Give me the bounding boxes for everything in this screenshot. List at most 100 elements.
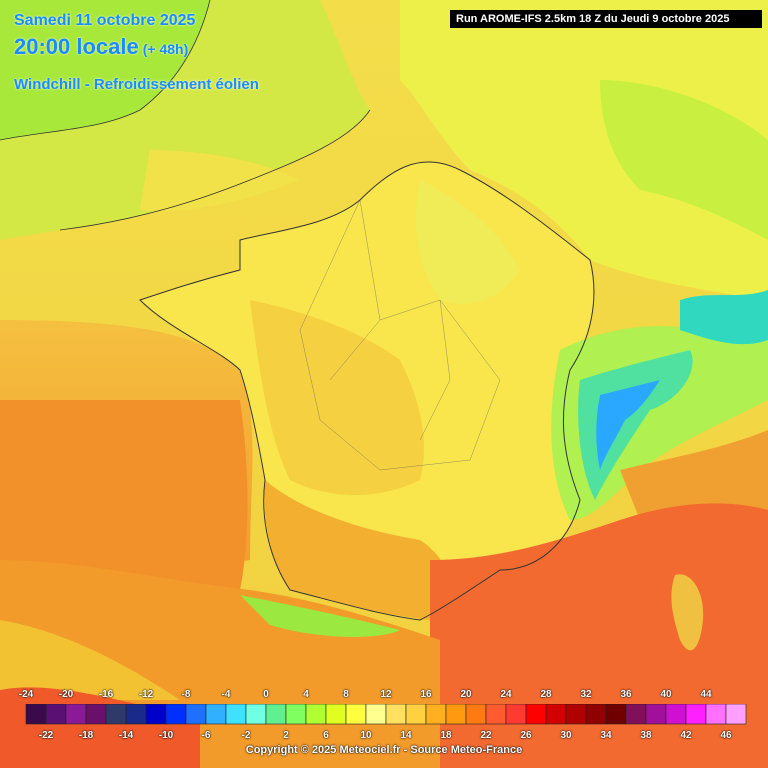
legend-swatch bbox=[25, 704, 47, 725]
legend-tick-label: -18 bbox=[78, 730, 94, 741]
legend-swatch bbox=[505, 704, 527, 725]
legend-tick-label: -12 bbox=[138, 689, 154, 700]
legend-tick-label: 34 bbox=[600, 730, 612, 741]
legend-tick-label: 2 bbox=[283, 730, 289, 741]
legend-tick-label: -16 bbox=[98, 689, 114, 700]
department-borders bbox=[299, 199, 501, 471]
france-west-warm bbox=[250, 300, 424, 495]
legend-tick-label: 36 bbox=[620, 689, 632, 700]
legend-swatch bbox=[325, 704, 347, 725]
germany-green bbox=[600, 80, 768, 240]
forecast-lead: (+ 48h) bbox=[142, 41, 189, 57]
legend-color-bar bbox=[25, 704, 747, 725]
legend-swatch bbox=[465, 704, 487, 725]
run-info: Run AROME-IFS 2.5km 18 Z du Jeudi 9 octo… bbox=[450, 10, 762, 28]
legend-tick-label: 30 bbox=[560, 730, 572, 741]
legend-tick-label: 26 bbox=[520, 730, 532, 741]
alps-peaks bbox=[596, 380, 660, 470]
pyrenees bbox=[240, 595, 400, 637]
legend-swatch bbox=[185, 704, 207, 725]
legend-swatch bbox=[545, 704, 567, 725]
legend-swatch bbox=[645, 704, 667, 725]
legend-swatch bbox=[685, 704, 707, 725]
legend-swatch bbox=[305, 704, 327, 725]
legend-tick-label: 38 bbox=[640, 730, 652, 741]
po-valley bbox=[620, 430, 768, 520]
legend-tick-label: -20 bbox=[58, 689, 74, 700]
uk-coast bbox=[0, 0, 371, 231]
color-legend: -24 -20 -16 -12 -8 -4 0 4 8 12 16 20 24 28 32 36 40 44 -2… bbox=[0, 683, 768, 768]
legend-swatch bbox=[525, 704, 547, 725]
legend-tick-label: -24 bbox=[18, 689, 34, 700]
legend-swatch bbox=[65, 704, 87, 725]
legend-tick-label: 40 bbox=[660, 689, 672, 700]
legend-swatch bbox=[105, 704, 127, 725]
legend-swatch bbox=[605, 704, 627, 725]
central-europe bbox=[400, 0, 768, 300]
legend-swatch bbox=[705, 704, 727, 725]
legend-tick-label: 28 bbox=[540, 689, 552, 700]
legend-tick-label: 32 bbox=[580, 689, 592, 700]
legend-swatch bbox=[245, 704, 267, 725]
forecast-time: 20:00 locale (+ 48h) bbox=[14, 34, 188, 60]
legend-tick-label: -2 bbox=[241, 730, 251, 741]
alps-high bbox=[578, 350, 693, 500]
northern-green bbox=[0, 0, 210, 140]
forecast-date: Samedi 11 octobre 2025 bbox=[14, 12, 196, 29]
legend-tick-label: -8 bbox=[181, 689, 191, 700]
legend-tick-label: 0 bbox=[263, 689, 269, 700]
legend-swatch bbox=[385, 704, 407, 725]
legend-swatch bbox=[445, 704, 467, 725]
legend-swatch bbox=[365, 704, 387, 725]
legend-tick-label: 12 bbox=[380, 689, 392, 700]
legend-tick-label: 16 bbox=[420, 689, 432, 700]
legend-swatch bbox=[485, 704, 507, 725]
legend-swatch bbox=[625, 704, 647, 725]
legend-tick-label: 4 bbox=[303, 689, 309, 700]
legend-swatch bbox=[725, 704, 747, 725]
legend-tick-label: 42 bbox=[680, 730, 692, 741]
legend-swatch bbox=[85, 704, 107, 725]
legend-tick-label: 24 bbox=[500, 689, 512, 700]
legend-swatch bbox=[165, 704, 187, 725]
legend-tick-label: 10 bbox=[360, 730, 372, 741]
legend-tick-label: -22 bbox=[38, 730, 54, 741]
channel-coast-uk bbox=[140, 150, 300, 211]
legend-swatch bbox=[225, 704, 247, 725]
legend-swatch bbox=[345, 704, 367, 725]
legend-tick-label: 44 bbox=[700, 689, 712, 700]
legend-swatch bbox=[265, 704, 287, 725]
legend-swatch bbox=[585, 704, 607, 725]
legend-tick-label: 20 bbox=[460, 689, 472, 700]
legend-swatch bbox=[565, 704, 587, 725]
legend-tick-label: 14 bbox=[400, 730, 412, 741]
field-title: Windchill - Refroidissement éolien bbox=[14, 76, 259, 93]
copyright-text: Copyright © 2025 Meteociel.fr - Source M… bbox=[245, 744, 523, 756]
legend-swatch bbox=[205, 704, 227, 725]
legend-tick-label: 18 bbox=[440, 730, 452, 741]
legend-swatch bbox=[665, 704, 687, 725]
legend-tick-label: -6 bbox=[201, 730, 211, 741]
corsica bbox=[671, 574, 704, 651]
legend-swatch bbox=[425, 704, 447, 725]
legend-tick-label: 46 bbox=[720, 730, 732, 741]
paris-basin bbox=[416, 180, 520, 304]
legend-swatch bbox=[285, 704, 307, 725]
iberia-north bbox=[0, 620, 180, 700]
legend-swatch bbox=[45, 704, 67, 725]
legend-swatch bbox=[405, 704, 427, 725]
swiss-alps bbox=[680, 290, 768, 345]
france-southwest bbox=[264, 480, 449, 620]
legend-swatch bbox=[145, 704, 167, 725]
forecast-time-value: 20:00 locale bbox=[14, 34, 139, 59]
legend-swatch bbox=[125, 704, 147, 725]
legend-tick-label: 22 bbox=[480, 730, 492, 741]
france-border bbox=[139, 161, 595, 621]
legend-tick-label: 8 bbox=[343, 689, 349, 700]
mediterranean-sea bbox=[430, 503, 768, 768]
legend-tick-label: -4 bbox=[221, 689, 231, 700]
atlantic-warm bbox=[0, 400, 248, 610]
legend-tick-label: 6 bbox=[323, 730, 329, 741]
